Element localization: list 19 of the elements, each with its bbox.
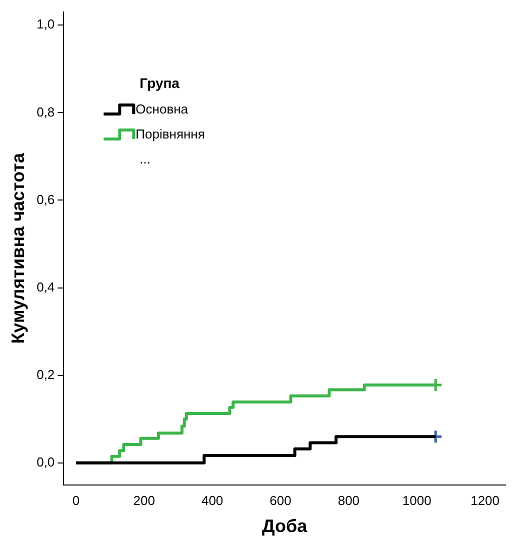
x-tick-label: 800: [338, 493, 360, 508]
y-axis-title: Кумулятивна частота: [8, 152, 28, 344]
x-tick-label: 0: [72, 493, 80, 508]
x-tick-label: 1000: [402, 493, 432, 508]
y-tick-label: 0,0: [36, 454, 55, 470]
y-tick-label: 0,4: [36, 279, 55, 294]
legend-label: Порівняння: [136, 126, 205, 142]
y-tick-label: 0,8: [36, 104, 55, 120]
y-tick-label: 0,2: [36, 366, 55, 382]
annotation: ...: [140, 152, 151, 167]
x-tick-label: 200: [133, 493, 155, 508]
y-tick-label: 0,6: [36, 192, 55, 207]
y-tick-label: 1,0: [36, 16, 55, 32]
x-axis-title: Доба: [262, 516, 308, 536]
x-tick-label: 600: [270, 493, 292, 508]
legend-label: Основна: [136, 102, 189, 117]
legend-title: Група: [140, 74, 180, 91]
x-tick-label: 1200: [470, 493, 500, 508]
x-tick-label: 400: [201, 493, 224, 508]
